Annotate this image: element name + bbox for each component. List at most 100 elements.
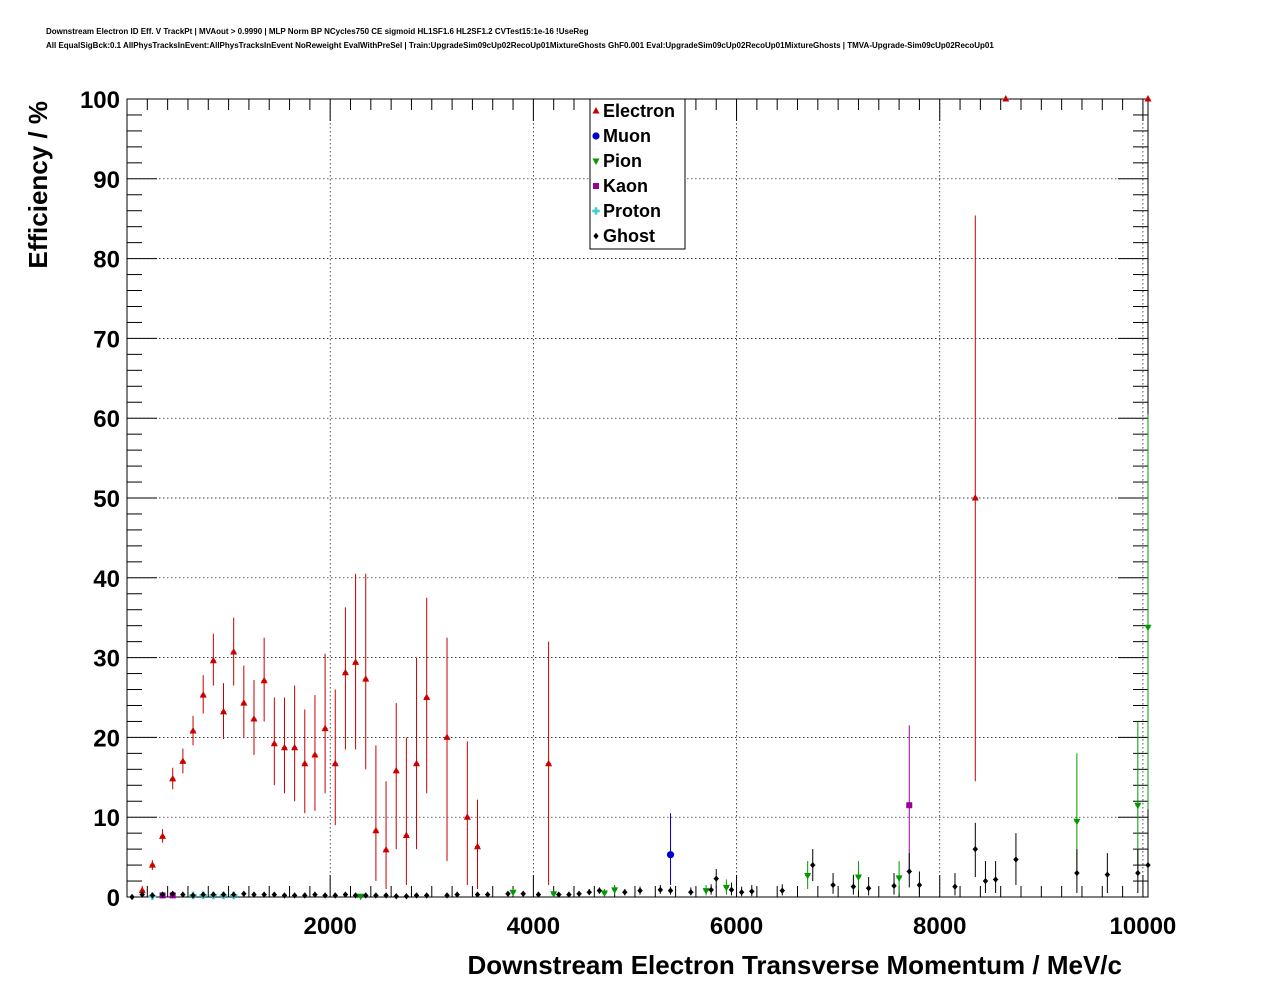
x-axis-title: Downstream Electron Transverse Momentum … <box>467 950 1122 980</box>
ghost-marker <box>850 883 856 890</box>
ghost-marker <box>576 890 582 898</box>
ghost-point <box>916 871 923 895</box>
ghost-marker <box>952 883 958 890</box>
ghost-marker <box>332 892 338 899</box>
pion-marker <box>357 893 365 901</box>
ghost-marker <box>292 892 298 899</box>
ghost-marker <box>393 893 399 900</box>
pion-point <box>611 885 619 895</box>
ghost-point <box>749 885 755 897</box>
ghost-marker <box>1135 869 1141 877</box>
ghost-point <box>728 882 735 896</box>
ghost-marker <box>728 886 735 894</box>
ghost-marker <box>535 891 542 898</box>
ghost-point <box>200 891 206 898</box>
electron-marker <box>250 715 258 722</box>
y-tick-label: 0 <box>107 885 120 912</box>
ghost-marker <box>424 892 430 899</box>
ghost-point <box>170 890 176 898</box>
x-tick-labels: 2000 4000 6000 8000 10000 <box>303 913 1176 940</box>
ghost-point <box>566 891 572 898</box>
ghost-marker <box>505 890 511 898</box>
legend: Electron Muon Pion Kaon Proton Ghost <box>589 98 686 250</box>
ghost-point <box>281 892 288 899</box>
electron-marker <box>473 842 481 850</box>
data-points <box>129 95 1152 901</box>
electron-point <box>270 697 278 786</box>
ghost-point <box>424 892 430 899</box>
ghost-marker <box>454 891 460 898</box>
electron-marker <box>352 658 360 665</box>
pion-point <box>509 889 517 897</box>
legend-label: Pion <box>603 151 642 171</box>
electron-point <box>159 829 167 843</box>
ghost-marker <box>302 892 308 899</box>
ghost-point <box>210 891 216 898</box>
ghost-marker <box>566 891 572 898</box>
ghost-point <box>622 889 628 896</box>
legend-label: Kaon <box>603 176 648 196</box>
electron-point <box>169 767 177 790</box>
ghost-point <box>830 873 836 894</box>
ghost-point <box>129 893 135 901</box>
ghost-point <box>413 892 420 899</box>
ghost-point <box>779 884 785 896</box>
ghost-point <box>383 892 389 899</box>
series-muon <box>666 813 675 886</box>
electron-point <box>545 641 553 886</box>
electron-point <box>179 748 187 774</box>
y-tick-labels: 0 10 20 30 40 50 60 70 80 90 100 <box>80 87 120 912</box>
ghost-point <box>322 892 328 899</box>
ghost-point <box>1135 849 1141 894</box>
y-tick-label: 90 <box>93 167 120 194</box>
electron-marker <box>372 826 380 834</box>
ghost-point <box>982 861 989 894</box>
ghost-point <box>739 886 745 897</box>
pion-point <box>895 861 903 894</box>
pion-point <box>550 890 558 898</box>
ghost-marker <box>1145 861 1151 869</box>
electron-point <box>1002 95 1010 102</box>
ghost-marker <box>667 887 674 894</box>
ghost-marker <box>159 891 166 898</box>
electron-point <box>443 637 451 862</box>
ghost-point <box>1145 837 1151 890</box>
electron-marker <box>270 739 278 747</box>
x-tick-label: 8000 <box>913 913 966 940</box>
muon-marker <box>666 851 675 859</box>
kaon-point <box>906 725 913 874</box>
ghost-point <box>393 893 399 900</box>
ghost-point <box>190 892 196 899</box>
pion-marker <box>1144 624 1152 632</box>
series-kaon <box>159 725 913 899</box>
electron-point <box>413 657 421 850</box>
ghost-point <box>657 885 663 894</box>
electron-marker <box>209 656 217 664</box>
electron-marker <box>341 668 349 676</box>
pion-marker <box>1134 802 1142 810</box>
pion-point <box>804 861 812 890</box>
electron-marker <box>301 759 309 767</box>
electron-point <box>311 695 319 811</box>
ghost-marker <box>866 885 872 892</box>
electron-point <box>230 617 238 686</box>
electron-marker <box>402 831 410 839</box>
x-tick-label: 4000 <box>507 913 560 940</box>
ghost-point <box>596 887 603 894</box>
y-tick-label: 40 <box>93 566 120 593</box>
electron-point <box>392 703 400 850</box>
electron-marker <box>260 676 268 684</box>
x-tick-label: 6000 <box>710 913 763 940</box>
y-tick-label: 80 <box>93 247 120 274</box>
axis-ticks <box>127 98 1148 898</box>
ghost-marker <box>556 891 562 898</box>
ghost-point <box>535 891 542 898</box>
ghost-point <box>251 891 257 898</box>
pion-marker <box>895 875 903 882</box>
ghost-point <box>485 891 491 898</box>
ghost-point <box>454 891 460 898</box>
electron-marker <box>220 707 228 715</box>
ghost-point <box>1074 849 1080 894</box>
electron-point <box>220 683 228 739</box>
